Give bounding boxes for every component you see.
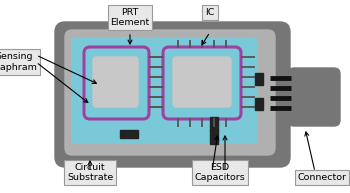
Text: PRT
Element: PRT Element <box>110 8 150 27</box>
FancyBboxPatch shape <box>288 68 340 126</box>
Text: ESD
Capacitors: ESD Capacitors <box>195 163 245 182</box>
Text: Circuit
Substrate: Circuit Substrate <box>67 163 113 182</box>
Text: Connector: Connector <box>298 173 346 182</box>
Bar <box>120 130 138 138</box>
Bar <box>210 117 218 131</box>
FancyBboxPatch shape <box>65 30 275 155</box>
FancyBboxPatch shape <box>72 38 257 143</box>
FancyBboxPatch shape <box>55 22 290 167</box>
Text: Sensing
Diaphram: Sensing Diaphram <box>0 52 37 72</box>
Bar <box>255 98 263 110</box>
Bar <box>210 130 218 144</box>
Text: IC: IC <box>205 8 215 17</box>
Bar <box>255 73 263 85</box>
FancyBboxPatch shape <box>93 57 138 107</box>
FancyBboxPatch shape <box>173 57 231 107</box>
